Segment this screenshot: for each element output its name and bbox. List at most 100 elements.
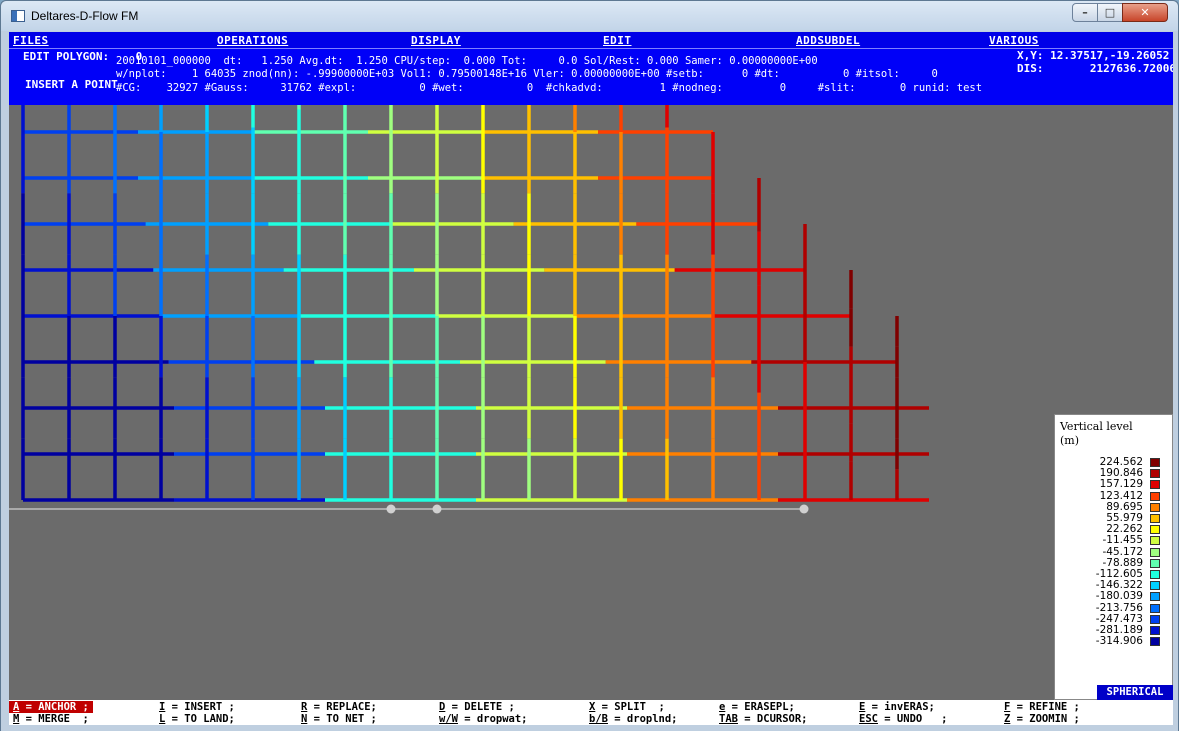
legend-entry: 55.979 <box>1055 513 1172 524</box>
legend-swatch <box>1150 603 1160 613</box>
menu-bar: FILES OPERATIONS DISPLAY EDIT ADDSUBDEL … <box>9 32 1173 49</box>
key-hint: R = REPLACE; <box>301 701 377 713</box>
menu-operations[interactable]: OPERATIONS <box>217 34 289 47</box>
legend-swatch <box>1150 637 1160 647</box>
minimize-button[interactable]: – <box>1072 3 1098 22</box>
polygon-point[interactable] <box>386 504 396 514</box>
legend-entry: 89.695 <box>1055 501 1172 513</box>
legend-entry: -213.756 <box>1055 601 1172 614</box>
legend-swatch <box>1150 525 1160 535</box>
status-line-volume: w/nplot: 1 64035 znod(nn): -.99900000E+0… <box>116 68 938 80</box>
key-hint: TAB = DCURSOR; <box>719 713 808 725</box>
legend-value: 157.129 <box>1099 478 1143 491</box>
legend-swatch <box>1150 491 1160 501</box>
menu-files[interactable]: FILES <box>13 34 49 47</box>
legend-entry: -180.039 <box>1055 591 1172 602</box>
app-icon <box>11 10 25 22</box>
menu-edit[interactable]: EDIT <box>603 34 632 47</box>
status-line-time: 20010101_000000 dt: 1.250 Avg.dt: 1.250 … <box>116 55 818 67</box>
legend-value: -314.906 <box>1095 635 1143 648</box>
legend-value: -180.039 <box>1095 590 1143 603</box>
legend-entry: -78.889 <box>1055 556 1172 569</box>
minimize-icon: – <box>1082 6 1088 19</box>
legend-entry: 157.129 <box>1055 479 1172 490</box>
close-icon: ✕ <box>1140 6 1150 19</box>
window-title: Deltares-D-Flow FM <box>31 9 139 23</box>
cursor-coordinates: X,Y: 12.37517,-19.26052 <box>1017 49 1170 62</box>
legend-swatch <box>1150 547 1160 557</box>
client-area: FILES OPERATIONS DISPLAY EDIT ADDSUBDEL … <box>9 32 1173 725</box>
key-help-bar: A = ANCHOR ; I = INSERT ; R = REPLACE; D = … <box>9 700 1173 725</box>
key-hint: N = TO NET ; <box>301 713 377 725</box>
menu-display[interactable]: DISPLAY <box>411 34 461 47</box>
key-hint: D = DELETE ; <box>439 701 515 713</box>
legend-entry: -146.322 <box>1055 580 1172 591</box>
maximize-icon: □ <box>1104 6 1116 19</box>
legend-value: -281.189 <box>1095 624 1143 636</box>
legend-unit: (m) <box>1060 434 1080 447</box>
key-hint: w/W = dropwat; <box>439 713 528 725</box>
key-hint: Z = ZOOMIN ; <box>1004 713 1080 725</box>
key-hint: A = ANCHOR ; <box>9 701 93 713</box>
legend-entry: -247.473 <box>1055 612 1172 625</box>
legend-value: -11.455 <box>1102 534 1143 547</box>
legend-swatch <box>1150 502 1160 512</box>
legend-swatch <box>1150 480 1160 490</box>
key-hint: M = MERGE ; <box>13 713 89 725</box>
legend-swatch <box>1150 558 1160 568</box>
legend-swatch <box>1150 614 1160 624</box>
legend-swatch <box>1150 458 1160 467</box>
legend-value: -45.172 <box>1102 545 1143 558</box>
status-panel: 20010101_000000 dt: 1.250 Avg.dt: 1.250 … <box>9 49 1173 105</box>
legend-title: Vertical level (m) <box>1060 420 1133 448</box>
distance-readout: DIS: 2127636.72006 <box>1017 62 1173 75</box>
legend-swatch <box>1150 626 1160 635</box>
legend-swatch <box>1150 570 1160 579</box>
legend-value: -78.889 <box>1102 556 1143 569</box>
title-bar[interactable]: Deltares-D-Flow FM – □ ✕ <box>1 1 1178 31</box>
maximize-button[interactable]: □ <box>1097 3 1123 22</box>
menu-addsubdel[interactable]: ADDSUBDEL <box>796 34 861 47</box>
legend-value: -247.473 <box>1095 612 1143 625</box>
legend-entry: -281.189 <box>1055 625 1172 636</box>
legend-swatch <box>1150 592 1160 602</box>
legend-swatch <box>1150 469 1160 479</box>
legend-entry: 22.262 <box>1055 524 1172 535</box>
color-legend: Vertical level (m) 224.562 190.846 157.129… <box>1054 414 1173 700</box>
key-hint: F = REFINE ; <box>1004 701 1080 713</box>
legend-entry: 190.846 <box>1055 468 1172 479</box>
status-line-solver: #CG: 32927 #Gauss: 31762 #expl: 0 #wet: … <box>116 82 983 94</box>
polygon-point[interactable] <box>432 504 442 514</box>
grid-plot-canvas[interactable] <box>9 105 1173 700</box>
legend-entry: 224.562 <box>1055 457 1172 468</box>
coordinate-system-badge: SPHERICAL <box>1097 685 1173 700</box>
legend-value: 190.846 <box>1099 467 1143 480</box>
legend-entry: -11.455 <box>1055 535 1172 546</box>
legend-value: 224.562 <box>1099 456 1143 468</box>
insert-point-label: INSERT A POINT <box>25 78 118 91</box>
key-hint: e = ERASEPL; <box>719 701 795 713</box>
key-hint: b/B = droplnd; <box>589 713 678 725</box>
legend-title-text: Vertical level <box>1060 420 1133 433</box>
key-hint: X = SPLIT ; <box>589 701 665 713</box>
polygon-point[interactable] <box>799 504 809 514</box>
window-bottom-border <box>1 725 1178 731</box>
key-hint: I = INSERT ; <box>159 701 235 713</box>
legend-value: -112.605 <box>1095 568 1143 580</box>
legend-value: 22.262 <box>1106 523 1143 536</box>
legend-value: -213.756 <box>1095 601 1143 614</box>
legend-entry: -112.605 <box>1055 569 1172 580</box>
legend-swatch <box>1150 581 1160 591</box>
legend-value: 55.979 <box>1106 512 1143 524</box>
legend-entry: -314.906 <box>1055 636 1172 647</box>
key-hint: L = TO LAND; <box>159 713 235 725</box>
legend-value: -146.322 <box>1095 579 1143 592</box>
key-hint: E = invERAS; <box>859 701 935 713</box>
key-hint: ESC = UNDO ; <box>859 713 948 725</box>
edit-polygon-label: EDIT POLYGON: 0 <box>23 50 143 63</box>
menu-various[interactable]: VARIOUS <box>989 34 1039 47</box>
close-button[interactable]: ✕ <box>1122 3 1168 22</box>
legend-value: 123.412 <box>1099 489 1143 502</box>
legend-swatch <box>1150 514 1160 523</box>
